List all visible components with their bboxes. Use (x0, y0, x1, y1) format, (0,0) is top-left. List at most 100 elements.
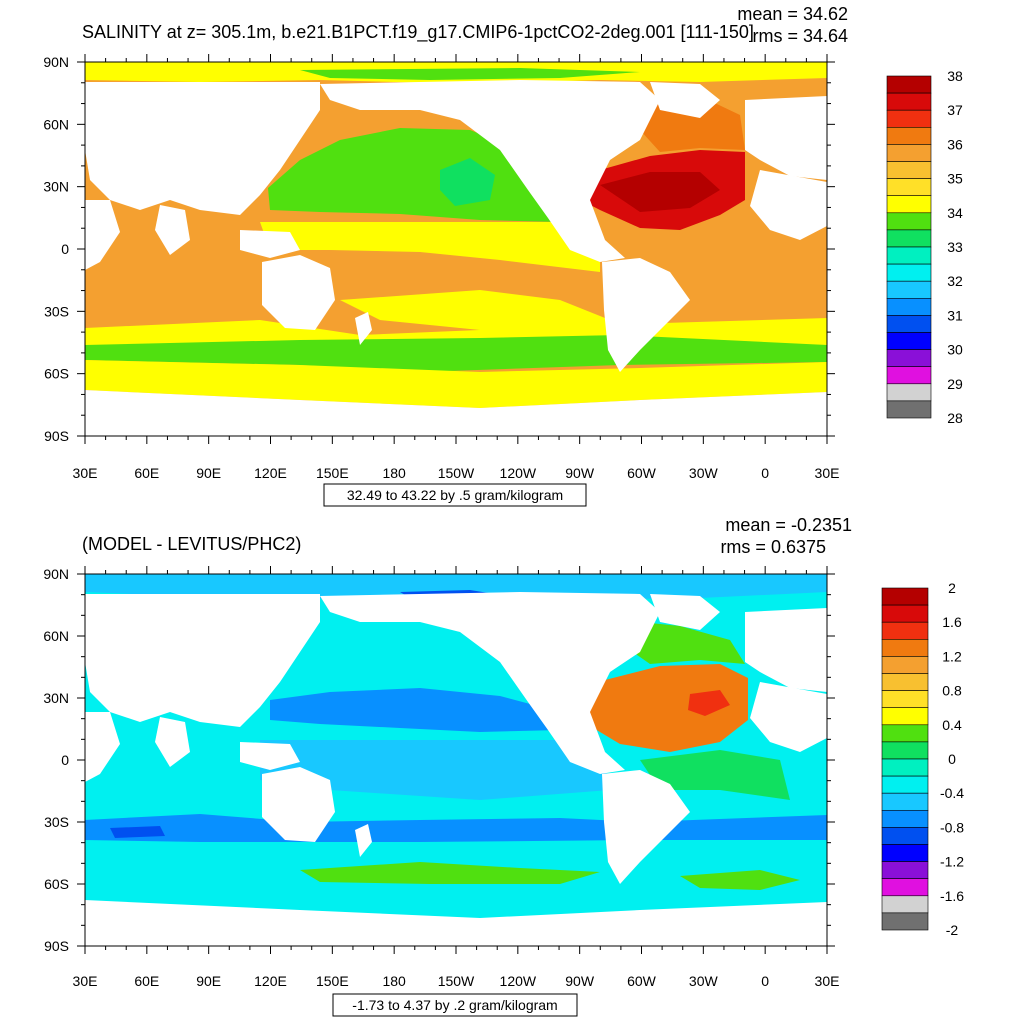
colorbar-label: 32 (947, 273, 963, 289)
lon-tick-label: 180 (382, 465, 406, 481)
colorbar-swatch (886, 315, 932, 333)
land-australia (262, 255, 335, 330)
colorbar-swatch (881, 707, 929, 726)
lat-axis: 90N 60N 30N 0 30S 60S 90S (43, 54, 835, 444)
lon-tick-label: 30E (73, 973, 98, 989)
colorbar-swatch (881, 673, 929, 691)
colorbar-swatch (886, 229, 932, 248)
colorbar-label: 0.8 (942, 683, 962, 699)
equatorial-pacific (260, 222, 600, 272)
lat-tick-label: 30N (43, 690, 69, 706)
map-area (85, 574, 827, 946)
colorbar-swatch (881, 809, 929, 828)
lon-tick-label: 30E (73, 465, 98, 481)
colorbar-label: -0.4 (940, 785, 964, 801)
lon-tick-label: 0 (761, 465, 769, 481)
colorbar-swatch (881, 844, 929, 862)
lon-tick-label: 60E (134, 973, 159, 989)
lon-tick-label: 120E (254, 465, 287, 481)
lat-tick-label: 30S (44, 814, 69, 830)
colorbar: 2 1.6 1.2 0.8 0.4 0 -0.4 -0.8 -1.2 -1.6 -2 (881, 580, 964, 938)
land-eurasia (85, 82, 320, 215)
lat-tick-label: 60S (44, 366, 69, 382)
colorbar-label: 1.6 (942, 614, 962, 630)
range-box (323, 483, 587, 507)
colorbar-swatch (886, 75, 932, 94)
southern-yellow-south (85, 360, 827, 408)
lat-axis: 90N 60N 30N 0 30S 60S 90S (43, 566, 835, 954)
colorbar-label: 0.4 (942, 717, 962, 733)
lon-tick-label: 30W (689, 465, 719, 481)
land-south-america (602, 770, 690, 884)
colorbar-swatch (886, 383, 932, 402)
lat-tick-label: 30N (43, 179, 69, 195)
lon-axis: 30E 60E 90E 120E 150E 180 150W 120W 90W 60W 30W 0 30… (73, 54, 840, 481)
land-north-america (320, 592, 660, 774)
colorbar-swatch (886, 297, 932, 316)
land-eurasia (85, 594, 320, 727)
arctic-green (300, 68, 640, 80)
stat-rms: rms = 0.6375 (720, 537, 826, 557)
colorbar-swatch (881, 587, 929, 606)
lat-tick-label: 60S (44, 876, 69, 892)
stat-mean: mean = -0.2351 (725, 515, 852, 535)
colorbar-swatch (881, 621, 929, 640)
colorbar-swatch (886, 263, 932, 282)
colorbar-label: -0.8 (940, 819, 964, 835)
lat-tick-label: 60N (43, 116, 69, 132)
colorbar-swatch (881, 861, 929, 879)
colorbar-swatch (881, 827, 929, 845)
colorbar-swatch (881, 758, 929, 777)
colorbar-swatch (886, 195, 932, 214)
lat-tick-label: 90N (43, 566, 69, 582)
colorbar-swatch (881, 638, 929, 657)
colorbar-swatch (886, 212, 932, 231)
colorbar-swatch (886, 144, 932, 162)
panel-salinity: SALINITY at z= 305.1m, b.e21.B1PCT.f19_g… (43, 4, 963, 507)
range-label: 32.49 to 43.22 by .5 gram/kilogram (347, 487, 563, 503)
lat-tick-label: 0 (61, 241, 69, 257)
land-north-america (320, 80, 660, 262)
land-australia (262, 767, 335, 842)
colorbar-label: 0 (948, 751, 956, 767)
lon-tick-label: 90E (196, 973, 221, 989)
lon-tick-label: 0 (761, 973, 769, 989)
colorbar-swatch (881, 792, 929, 811)
land-greenland (650, 594, 720, 630)
north-atlantic-positive (568, 664, 748, 752)
colorbar-swatch (886, 178, 932, 197)
colorbar-label: 34 (947, 205, 963, 221)
lat-tick-label: 30S (44, 303, 69, 319)
lon-tick-label: 90E (196, 465, 221, 481)
lon-tick-label: 30E (815, 973, 840, 989)
lon-tick-label: 120W (500, 465, 537, 481)
land-greenland (650, 82, 720, 118)
tropical-pacific (260, 740, 610, 800)
lon-tick-label: 180 (382, 973, 406, 989)
lat-tick-label: 60N (43, 628, 69, 644)
colorbar-swatch (886, 280, 932, 299)
lon-tick-label: 30W (689, 973, 719, 989)
lon-tick-label: 90W (565, 973, 595, 989)
colorbar-label: 36 (947, 136, 963, 152)
antarctica (85, 390, 827, 436)
colorbar-label: -1.6 (940, 888, 964, 904)
colorbar-label: 30 (947, 342, 963, 358)
land-new-zealand (355, 312, 372, 345)
range-box (332, 993, 578, 1017)
land-arabia-india (155, 205, 190, 255)
lon-tick-label: 30E (815, 465, 840, 481)
lon-tick-label: 150W (438, 465, 475, 481)
lon-tick-label: 150E (316, 973, 349, 989)
lat-tick-label: 90S (44, 428, 69, 444)
colorbar-swatch (881, 724, 929, 743)
colorbar-swatch (881, 690, 929, 708)
lon-tick-label: 60W (627, 465, 657, 481)
lon-tick-label: 120E (254, 973, 287, 989)
southern-green-band (300, 862, 800, 890)
colorbar-label: 1.2 (942, 648, 962, 664)
lon-tick-label: 150E (316, 465, 349, 481)
panel-title: SALINITY at z= 305.1m, b.e21.B1PCT.f19_g… (82, 22, 754, 43)
colorbar-swatch (881, 912, 929, 931)
